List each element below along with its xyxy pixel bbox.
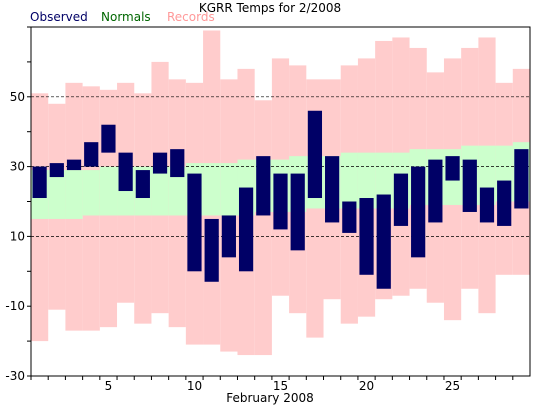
observed-bar-day-4 (84, 142, 99, 167)
observed-bar-day-24 (428, 159, 443, 223)
observed-bar-day-5 (101, 124, 116, 153)
observed-bar-day-13 (238, 187, 254, 272)
observed-bar-day-2 (49, 163, 64, 178)
observed-bar-day-14 (256, 156, 271, 216)
x-axis-label: February 2008 (226, 391, 314, 405)
observed-bar-day-27 (479, 187, 495, 223)
observed-bar-day-21 (376, 194, 391, 289)
normals-bar-day-19 (340, 152, 358, 209)
observed-bar-day-12 (221, 215, 236, 258)
observed-bar-day-22 (393, 173, 409, 226)
normals-bar-day-2 (48, 170, 66, 219)
observed-bar-day-9 (170, 149, 185, 178)
x-axis: 5 10 15 20 25 (30, 376, 514, 393)
y-tick-label: -30 (5, 369, 25, 383)
normals-bar-day-12 (220, 163, 238, 216)
normals-bar-day-4 (82, 170, 100, 216)
normals-bar-day-5 (99, 166, 118, 216)
observed-bar-day-23 (411, 166, 426, 258)
y-tick-label: 10 (10, 229, 25, 243)
normals-bar-day-11 (203, 163, 221, 216)
observed-bar-day-3 (66, 159, 82, 171)
observed-bar-day-6 (118, 152, 133, 192)
observed-bar-day-1 (32, 166, 47, 199)
observed-bar-day-20 (359, 198, 374, 275)
normals-bar-day-9 (168, 166, 186, 216)
legend-normals: Normals (101, 10, 151, 24)
legend-observed: Observed (30, 10, 88, 24)
records-bar-day-14 (254, 100, 272, 356)
observed-bar-day-19 (342, 201, 357, 233)
normals-bar-day-3 (65, 170, 83, 219)
x-tick-label: 25 (445, 379, 460, 393)
observed-bar-day-17 (307, 110, 323, 199)
observed-bar-day-28 (497, 180, 512, 226)
observed-bar-day-10 (187, 173, 202, 272)
observed-bar-day-15 (273, 173, 288, 230)
observed-bar-day-18 (325, 156, 340, 223)
y-axis: -30 -10 10 30 50 (5, 26, 31, 383)
observed-bar-day-25 (445, 156, 460, 181)
y-tick-label: -10 (5, 299, 25, 313)
observed-bar-day-7 (135, 170, 150, 199)
observed-bar-day-29 (514, 149, 529, 209)
y-tick-label: 30 (10, 160, 25, 174)
observed-bar-day-8 (152, 152, 168, 174)
y-tick-label: 50 (10, 90, 25, 104)
x-tick-label: 15 (273, 379, 288, 393)
observed-bar-day-11 (204, 218, 219, 282)
normals-bar-day-8 (151, 166, 169, 216)
x-tick-label: 20 (359, 379, 374, 393)
x-tick-label: 10 (187, 379, 202, 393)
x-tick-label: 5 (105, 379, 113, 393)
observed-bar-day-16 (290, 173, 305, 251)
legend-records: Records (167, 10, 215, 24)
observed-range-bars (32, 110, 529, 289)
observed-bar-day-26 (462, 159, 477, 212)
chart-title: KGRR Temps for 2/2008 (198, 1, 342, 15)
